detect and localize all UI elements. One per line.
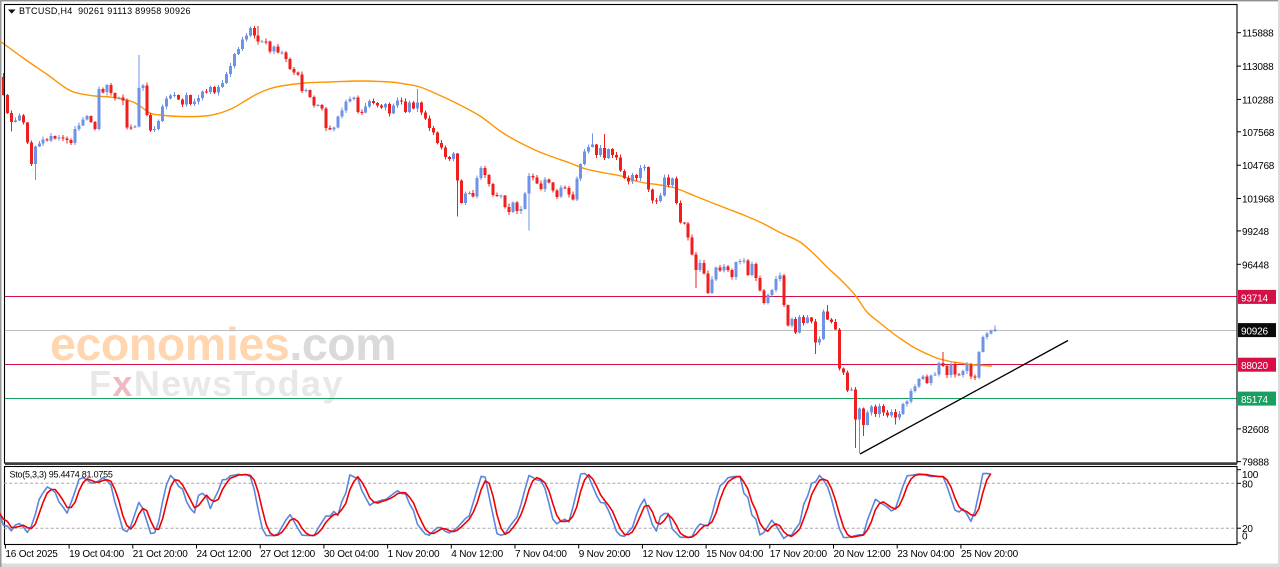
svg-text:80: 80 bbox=[1242, 479, 1253, 490]
svg-text:20 Nov 12:00: 20 Nov 12:00 bbox=[834, 549, 892, 560]
svg-text:115888: 115888 bbox=[1242, 29, 1274, 40]
svg-text:24 Oct 12:00: 24 Oct 12:00 bbox=[197, 549, 252, 560]
svg-text:7 Nov 04:00: 7 Nov 04:00 bbox=[515, 549, 567, 560]
svg-text:25 Nov 20:00: 25 Nov 20:00 bbox=[961, 549, 1019, 560]
svg-text:FxNewsToday: FxNewsToday bbox=[89, 363, 344, 404]
svg-text:79888: 79888 bbox=[1242, 458, 1269, 469]
svg-text:4 Nov 12:00: 4 Nov 12:00 bbox=[451, 549, 503, 560]
svg-text:17 Nov 20:00: 17 Nov 20:00 bbox=[770, 549, 828, 560]
svg-text:82608: 82608 bbox=[1242, 425, 1269, 436]
svg-text:88020: 88020 bbox=[1241, 361, 1268, 372]
svg-text:104768: 104768 bbox=[1242, 161, 1275, 172]
svg-text:12 Nov 12:00: 12 Nov 12:00 bbox=[642, 549, 700, 560]
svg-text:85174: 85174 bbox=[1241, 395, 1268, 406]
svg-text:90926: 90926 bbox=[1241, 327, 1268, 338]
svg-text:21 Oct 20:00: 21 Oct 20:00 bbox=[133, 549, 188, 560]
svg-text:30 Oct 04:00: 30 Oct 04:00 bbox=[324, 549, 379, 560]
svg-text:99248: 99248 bbox=[1242, 227, 1269, 238]
svg-text:110288: 110288 bbox=[1242, 95, 1274, 106]
svg-text:100: 100 bbox=[1242, 470, 1259, 481]
svg-text:1 Nov 20:00: 1 Nov 20:00 bbox=[388, 549, 440, 560]
svg-text:15 Nov 04:00: 15 Nov 04:00 bbox=[706, 549, 764, 560]
svg-text:93714: 93714 bbox=[1241, 293, 1268, 304]
svg-text:BTCUSD,H4 90261 91113 89958 9: BTCUSD,H4 90261 91113 89958 90926 bbox=[19, 6, 191, 16]
svg-text:20: 20 bbox=[1242, 524, 1253, 535]
svg-text:economies.com: economies.com bbox=[50, 318, 396, 370]
svg-text:23 Nov 04:00: 23 Nov 04:00 bbox=[897, 549, 955, 560]
svg-text:19 Oct 04:00: 19 Oct 04:00 bbox=[69, 549, 124, 560]
svg-text:107568: 107568 bbox=[1242, 128, 1275, 139]
svg-text:101968: 101968 bbox=[1242, 195, 1275, 206]
svg-text:16 Oct 2025: 16 Oct 2025 bbox=[5, 549, 58, 560]
svg-text:27 Oct 12:00: 27 Oct 12:00 bbox=[260, 549, 315, 560]
svg-text:9 Nov 20:00: 9 Nov 20:00 bbox=[579, 549, 631, 560]
svg-text:113088: 113088 bbox=[1242, 62, 1274, 73]
svg-text:Sto(5,3,3) 95.4474 81.0755: Sto(5,3,3) 95.4474 81.0755 bbox=[10, 470, 113, 480]
svg-text:96448: 96448 bbox=[1242, 260, 1269, 271]
svg-text:0: 0 bbox=[1242, 532, 1248, 543]
